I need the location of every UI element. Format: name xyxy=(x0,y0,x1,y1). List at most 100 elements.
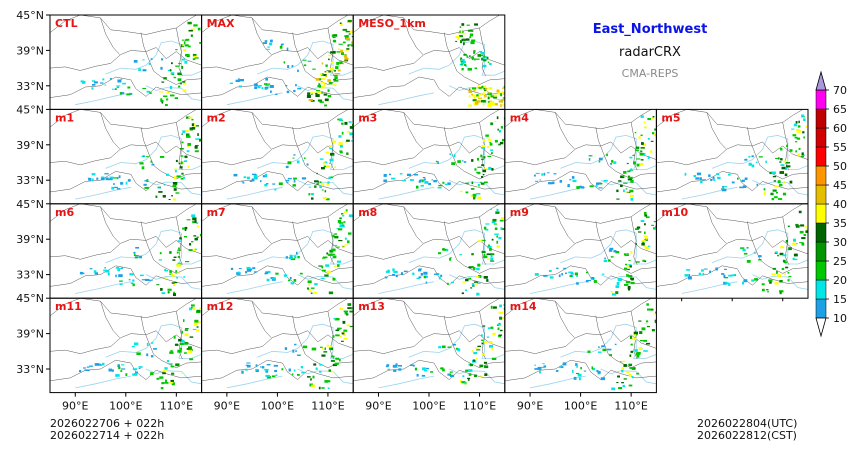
lon-tick-label: 100°E xyxy=(564,400,597,413)
river-line xyxy=(257,40,354,76)
border-line xyxy=(140,127,202,180)
footer-init-cst: 2026022714 + 022h xyxy=(50,429,165,442)
reflectivity-echo xyxy=(385,304,505,385)
river-line xyxy=(378,186,435,200)
panel-label: m6 xyxy=(55,206,74,219)
border-line xyxy=(201,330,354,354)
border-line xyxy=(201,236,354,260)
border-line xyxy=(251,301,272,338)
border-line xyxy=(50,203,197,224)
border-line xyxy=(353,265,505,287)
border-line xyxy=(251,206,272,244)
reflectivity-echo xyxy=(230,209,353,295)
border-line xyxy=(50,47,202,71)
lat-tick-label: 39°N xyxy=(16,44,44,57)
lon-tick-label: 90°E xyxy=(62,400,88,413)
lat-tick-label: 39°N xyxy=(16,139,44,152)
lon-tick-label: 90°E xyxy=(365,400,391,413)
border-line xyxy=(504,298,652,318)
border-line xyxy=(50,141,202,166)
map-panel-m2: m2 xyxy=(201,108,354,205)
footer-init-utc: 2026022706 + 022h xyxy=(50,417,165,430)
border-line xyxy=(353,298,500,318)
border-line xyxy=(504,141,657,166)
colorbar-tick-label: 25 xyxy=(833,255,847,268)
border-line xyxy=(201,15,349,35)
border-line xyxy=(251,112,272,150)
map-panel-m6: m6 xyxy=(49,203,203,299)
lat-tick-label: 45°N xyxy=(16,198,44,211)
river-line xyxy=(711,134,809,170)
colorbar-segment xyxy=(815,184,827,205)
border-line xyxy=(353,203,500,224)
border-line xyxy=(747,127,809,180)
system-title: CMA-REPS xyxy=(621,67,679,80)
border-line xyxy=(504,203,652,224)
border-line xyxy=(504,109,652,130)
panel-label: m8 xyxy=(358,206,377,219)
border-line xyxy=(504,330,657,354)
river-line xyxy=(297,85,354,101)
lon-tick-label: 110°E xyxy=(614,400,647,413)
border-line xyxy=(50,330,202,354)
river-line xyxy=(257,323,354,359)
panel-label: m9 xyxy=(510,206,529,219)
map-panel-m12: m12 xyxy=(201,297,354,394)
reflectivity-echo xyxy=(684,114,808,201)
panel-label: MESO_1km xyxy=(358,17,426,30)
map-panel-MESO_1km: MESO_1km xyxy=(352,14,506,110)
reflectivity-echo xyxy=(79,304,202,390)
river-line xyxy=(297,368,354,385)
lon-tick-label: 110°E xyxy=(311,400,344,413)
border-line xyxy=(50,265,202,287)
map-panel-m11: m11 xyxy=(49,297,203,394)
river-line xyxy=(408,323,505,359)
border-line xyxy=(656,109,804,130)
colorbar-tick-label: 65 xyxy=(833,103,847,116)
panel-label: m4 xyxy=(510,111,529,124)
border-line xyxy=(504,236,657,260)
map-panel-m10: m10 xyxy=(655,203,809,299)
lon-tick-label: 100°E xyxy=(109,400,142,413)
reflectivity-echo xyxy=(684,210,809,295)
colorbar-segment xyxy=(815,108,827,129)
river-line xyxy=(257,134,354,170)
lat-tick-label: 39°N xyxy=(16,233,44,246)
border-line xyxy=(353,359,505,382)
colorbar-segment xyxy=(815,203,827,224)
colorbar-tick-label: 35 xyxy=(833,217,847,230)
border-line xyxy=(504,359,657,382)
border-line xyxy=(443,127,505,180)
panel-label: m13 xyxy=(358,300,385,313)
border-line xyxy=(140,32,202,85)
border-line xyxy=(251,17,272,55)
river-line xyxy=(560,134,657,170)
river-line xyxy=(408,40,505,76)
river-line xyxy=(681,186,738,200)
border-line xyxy=(706,206,727,244)
map-panel-CTL: CTL xyxy=(49,14,203,110)
river-line xyxy=(378,375,435,389)
border-line xyxy=(353,109,500,130)
map-panel-m14: m14 xyxy=(504,297,657,394)
river-line xyxy=(449,179,505,196)
lat-tick-label: 33°N xyxy=(16,174,44,187)
river-line xyxy=(105,229,202,265)
colorbar-tick-label: 55 xyxy=(833,141,847,154)
colorbar-tick-label: 10 xyxy=(833,312,847,325)
border-line xyxy=(353,171,505,193)
border-line xyxy=(353,141,505,166)
border-line xyxy=(176,122,183,171)
border-line xyxy=(630,122,638,171)
river-line xyxy=(145,274,202,290)
lat-tick-label: 45°N xyxy=(16,292,44,305)
border-line xyxy=(140,221,202,274)
colorbar-segment xyxy=(815,222,827,243)
lon-tick-label: 90°E xyxy=(517,400,543,413)
river-line xyxy=(105,134,202,170)
border-line xyxy=(201,203,349,224)
colorbar-tick-label: 60 xyxy=(833,122,847,135)
lat-tick-label: 33°N xyxy=(16,363,44,376)
lon-tick-label: 90°E xyxy=(214,400,240,413)
border-line xyxy=(50,109,197,130)
